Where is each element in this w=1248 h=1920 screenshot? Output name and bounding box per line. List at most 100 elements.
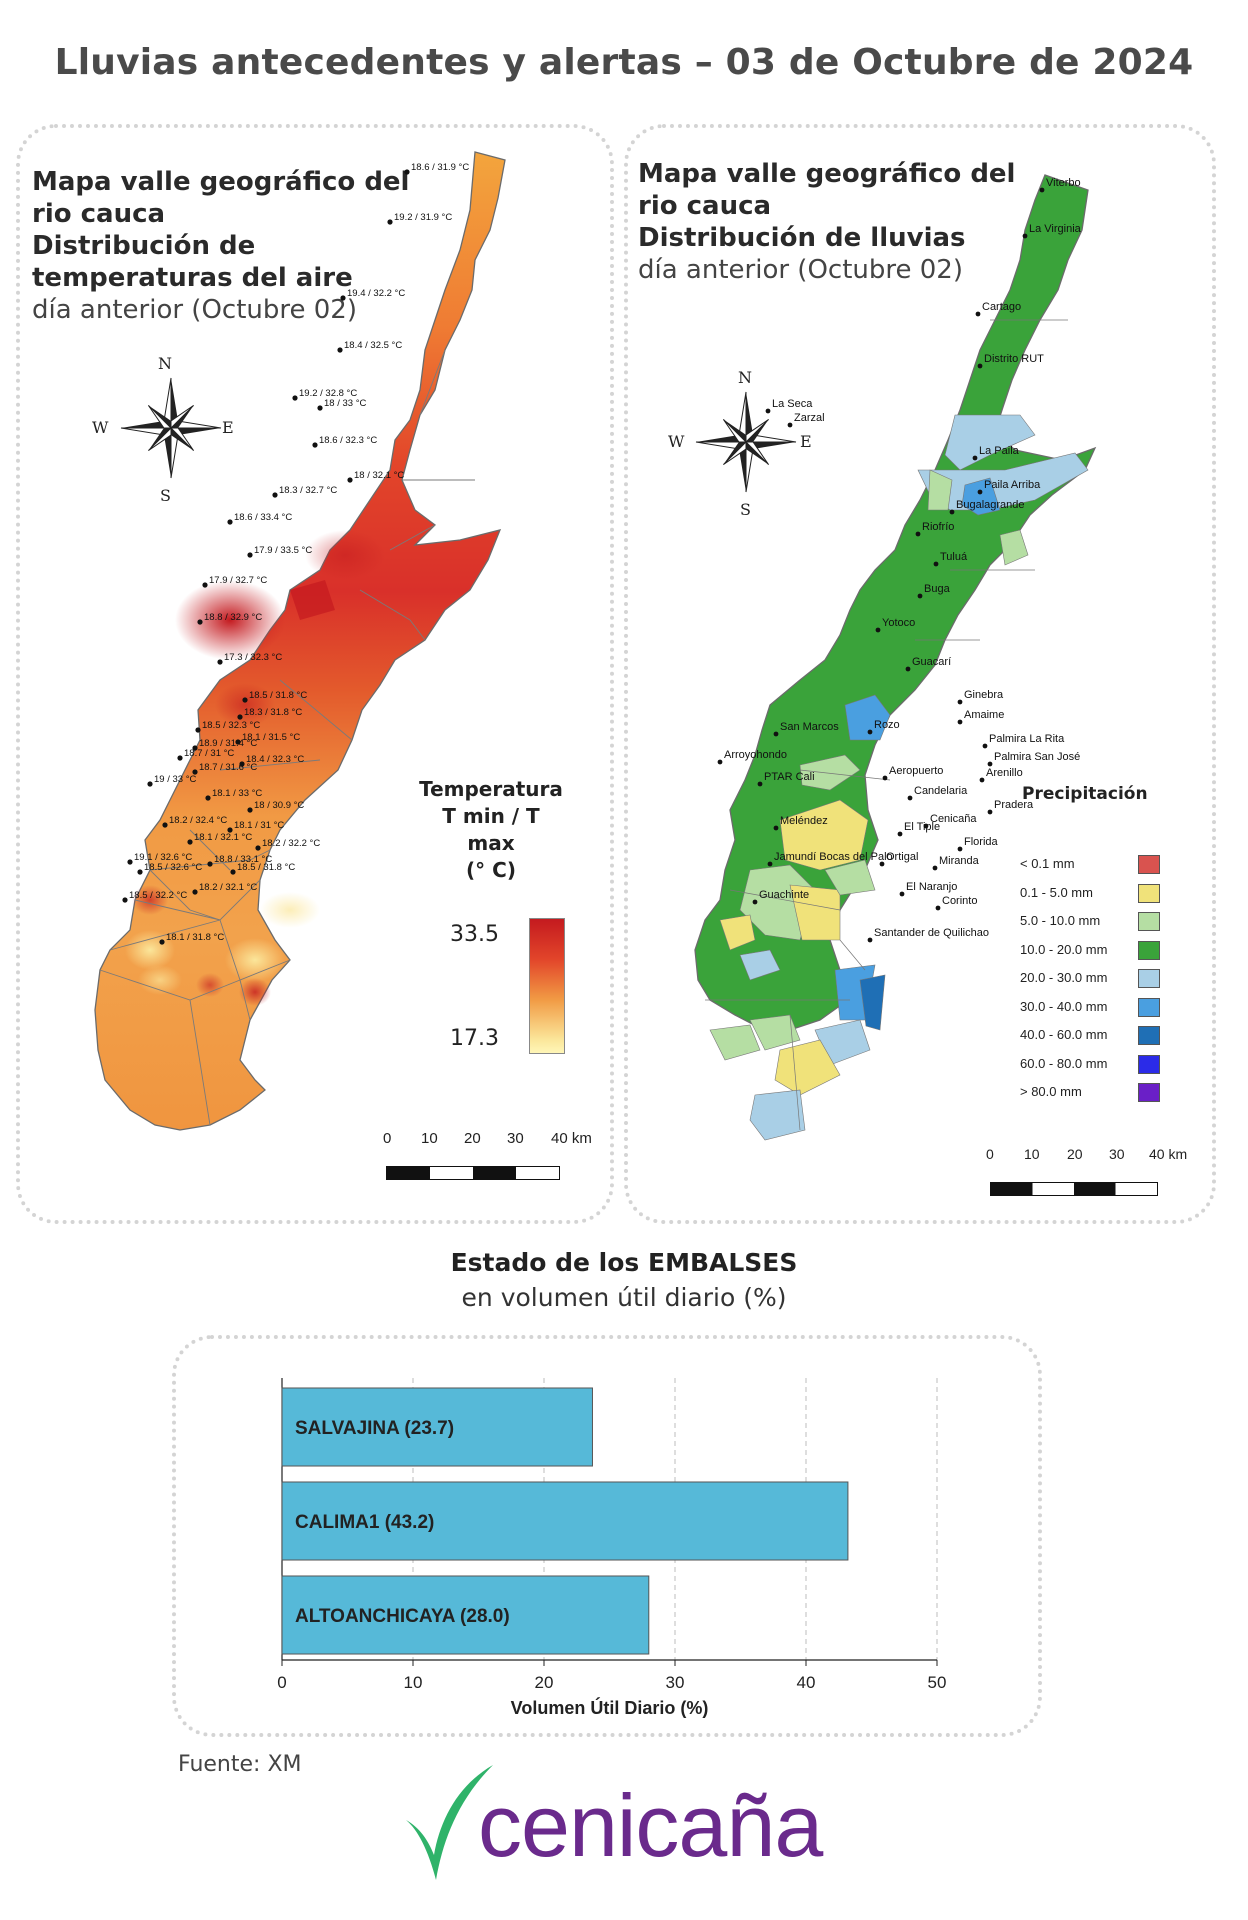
city-label: Paila Arriba — [984, 479, 1041, 491]
station-label: 18.2 / 32.4 °C — [169, 815, 227, 826]
station-label: 18.5 / 32.2 °C — [129, 890, 187, 901]
station-dot — [192, 745, 198, 751]
city-dot — [915, 531, 921, 537]
temperature-map-panel — [16, 124, 614, 1224]
legend-item-label: 60.0 - 80.0 mm — [1020, 1055, 1108, 1071]
x-tick-label: 20 — [535, 1673, 554, 1692]
city-dot — [957, 699, 963, 705]
city-dot — [899, 891, 905, 897]
temp-title-line3: Distribución de — [32, 231, 256, 261]
city-label: Corinto — [942, 895, 977, 907]
city-dot — [717, 759, 723, 765]
city-dot — [752, 899, 758, 905]
city-label: Pradera — [994, 799, 1034, 811]
city-dot — [923, 823, 929, 829]
station-label: 17.9 / 33.5 °C — [254, 545, 312, 556]
city-dot — [907, 795, 913, 801]
station-label: 18.6 / 33.4 °C — [234, 512, 292, 523]
station-dot — [239, 761, 245, 767]
city-label: Meléndez — [780, 815, 828, 827]
city-label: La Virginia — [1029, 223, 1082, 235]
city-label: Amaime — [964, 709, 1004, 721]
city-dot — [957, 719, 963, 725]
station-label: 18.5 / 32.3 °C — [202, 720, 260, 731]
x-axis-label: Volumen Útil Diario (%) — [511, 1697, 709, 1718]
station-dot — [235, 739, 241, 745]
city-dot — [977, 363, 983, 369]
station-label: 18.7 / 31 °C — [184, 748, 234, 759]
station-dot — [404, 169, 410, 175]
x-tick-label: 0 — [277, 1673, 286, 1692]
city-dot — [917, 593, 923, 599]
station-dot — [340, 295, 346, 301]
station-dot — [202, 582, 208, 588]
bar-salvajina — [281, 1387, 593, 1467]
city-dot — [982, 743, 988, 749]
temp-scale-20: 20 — [464, 1130, 481, 1147]
station-dot — [272, 492, 278, 498]
city-label: Viterbo — [1046, 177, 1081, 189]
city-dot — [972, 455, 978, 461]
city-label: San Marcos — [780, 721, 839, 733]
city-label: Tuluá — [940, 551, 968, 563]
legend-item-label: 10.0 - 20.0 mm — [1020, 941, 1108, 957]
compass-n-label: N — [158, 354, 172, 373]
station-label: 18.6 / 32.3 °C — [319, 435, 377, 446]
station-label: 18.3 / 31.8 °C — [244, 707, 302, 718]
station-dot — [192, 769, 198, 775]
city-label: Guachinte — [759, 889, 809, 901]
station-dot — [247, 552, 253, 558]
station-label: 19 / 33 °C — [154, 774, 196, 785]
station-dot — [177, 755, 183, 761]
station-label: 18.5 / 31.8 °C — [249, 690, 307, 701]
compass-e-label: E — [222, 418, 234, 437]
legend-item-label: 0.1 - 5.0 mm — [1020, 884, 1093, 900]
city-label: Arenillo — [986, 767, 1023, 779]
station-label: 19.2 / 32.8 °C — [299, 388, 357, 399]
compass-rose-icon — [695, 391, 797, 493]
city-dot — [949, 509, 955, 515]
rain-scale-10: 10 — [1024, 1146, 1040, 1162]
city-label: Riofrío — [922, 521, 954, 533]
station-dot — [127, 859, 133, 865]
station-dot — [227, 519, 233, 525]
station-label: 18.7 / 31.6 °C — [199, 762, 257, 773]
legend-item-label: < 0.1 mm — [1020, 856, 1075, 871]
bar-label: SALVAJINA (23.7) — [295, 1418, 454, 1439]
city-dot — [975, 311, 981, 317]
city-dot — [987, 761, 993, 767]
temp-legend-line1: Temperatura — [419, 777, 563, 801]
temp-legend-line3: (° C) — [466, 858, 516, 882]
compass-s-label: S — [160, 486, 171, 505]
legend-swatch — [1138, 997, 1160, 1017]
page-title: Lluvias antecedentes y alertas – 03 de O… — [54, 42, 1194, 83]
temp-legend-max: 33.5 — [450, 922, 499, 947]
city-label: PTAR Cali — [764, 771, 815, 783]
city-dot — [867, 729, 873, 735]
compass-n-label: N — [738, 368, 752, 387]
city-label: Santander de Quilichao — [874, 927, 989, 939]
city-label: Cenicaña — [930, 813, 977, 825]
rain-legend-title: Precipitación — [1022, 784, 1148, 804]
city-dot — [977, 489, 983, 495]
station-label: 18 / 33 °C — [324, 398, 366, 409]
rain-title-line1: Mapa valle geográfico del — [638, 159, 1016, 189]
bar-label: CALIMA1 (43.2) — [295, 1512, 434, 1533]
temp-legend-line2: T min / T max — [442, 804, 540, 855]
station-label: 18.2 / 32.2 °C — [262, 838, 320, 849]
city-dot — [957, 846, 963, 852]
rain-scale-40: 40 km — [1149, 1146, 1188, 1162]
station-dot — [217, 659, 223, 665]
legend-swatch — [1138, 1054, 1160, 1074]
temperature-map — [94, 151, 506, 1131]
city-dot — [787, 422, 793, 428]
station-label: 18.1 / 31.8 °C — [166, 932, 224, 943]
temp-scale-40: 40 km — [551, 1130, 592, 1147]
city-label: Candelaria — [914, 785, 968, 797]
station-dot — [162, 822, 168, 828]
legend-item-label: 40.0 - 60.0 mm — [1020, 1027, 1108, 1042]
city-dot — [773, 825, 779, 831]
station-dot — [242, 697, 248, 703]
rain-subtitle: día anterior (Octubre 02) — [638, 255, 963, 285]
city-dot — [897, 831, 903, 837]
